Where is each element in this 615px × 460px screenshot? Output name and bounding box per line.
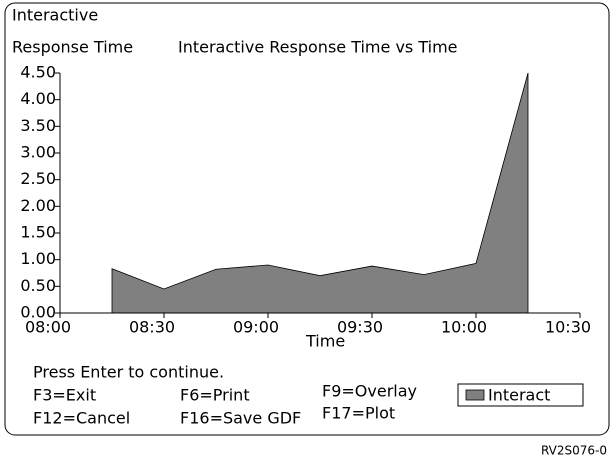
area (111, 72, 529, 314)
y-tick-label: 0.00 (20, 303, 56, 322)
y-axis-label: Interactive (12, 6, 98, 25)
y-tick-label: 3.50 (20, 116, 56, 135)
x-tick-label: 10:00 (441, 318, 487, 337)
x-tick-label: 09:30 (337, 318, 383, 337)
y-tick-label: 1.50 (20, 223, 56, 242)
y-tick-label: 0.50 (20, 276, 56, 295)
chart-title: Interactive Response Time vs Time (178, 38, 458, 57)
y-axis-label: Response Time (12, 38, 133, 57)
x-tick-label: 10:30 (545, 318, 591, 337)
x-tick-label: 09:00 (233, 318, 279, 337)
y-tick-label: 2.50 (20, 169, 56, 188)
function-key[interactable]: F17=Plot (322, 404, 395, 423)
y-tick-label: 2.00 (20, 196, 56, 215)
prompt: Press Enter to continue. (33, 363, 224, 382)
panel-border (4, 2, 610, 436)
x-axis-label: Time (305, 332, 345, 351)
function-key[interactable]: F12=Cancel (33, 409, 130, 428)
x-tick-label: 08:30 (129, 318, 175, 337)
figure-id: RV2S076-0 (541, 444, 607, 458)
y-tick-label: 3.00 (20, 143, 56, 162)
legend-box (457, 383, 584, 407)
function-key[interactable]: F6=Print (180, 386, 250, 405)
x-tick-label: 08:00 (25, 318, 71, 337)
legend-label: Interact (488, 386, 550, 405)
function-key[interactable]: F3=Exit (33, 386, 96, 405)
function-key[interactable]: F16=Save GDF (180, 409, 301, 428)
legend-swatch (465, 389, 485, 401)
function-key[interactable]: F9=Overlay (322, 382, 417, 401)
y-tick-label: 1.00 (20, 249, 56, 268)
y-tick-label: 4.00 (20, 89, 56, 108)
y-tick-label: 4.50 (20, 63, 56, 82)
